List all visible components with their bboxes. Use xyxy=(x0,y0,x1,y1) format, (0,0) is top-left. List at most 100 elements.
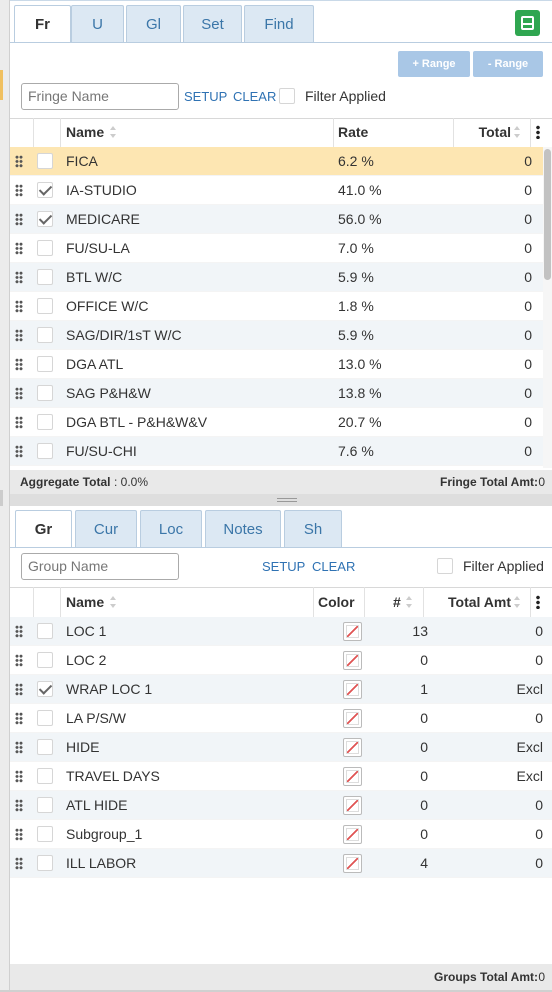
color-swatch[interactable] xyxy=(343,709,362,728)
drag-handle[interactable] xyxy=(15,625,23,638)
color-swatch[interactable] xyxy=(343,651,362,670)
sort-icon[interactable] xyxy=(514,126,521,138)
filter-checkbox[interactable] xyxy=(279,88,295,104)
sort-icon[interactable] xyxy=(406,596,413,608)
color-swatch[interactable] xyxy=(343,767,362,786)
color-swatch[interactable] xyxy=(343,622,362,641)
column-header[interactable]: Name xyxy=(66,124,105,140)
splitter-grip[interactable] xyxy=(277,498,297,502)
drag-handle[interactable] xyxy=(15,770,23,783)
row-checkbox[interactable] xyxy=(37,327,53,343)
row-checkbox[interactable] xyxy=(37,710,53,726)
drag-handle[interactable] xyxy=(15,416,23,429)
tab[interactable]: Gl xyxy=(126,5,181,42)
column-header[interactable]: Total xyxy=(478,124,511,140)
drag-handle[interactable] xyxy=(15,213,23,226)
row[interactable]: LOC 2 0 0 xyxy=(10,646,552,675)
search-input[interactable]: Fringe Name xyxy=(21,83,179,110)
sort-icon[interactable] xyxy=(110,596,117,608)
row[interactable]: DGA BTL - P&H&W&V 20.7 % 0 xyxy=(10,408,552,437)
row[interactable]: DGA ATL 13.0 % 0 xyxy=(10,350,552,379)
tab[interactable]: Set xyxy=(183,5,242,42)
row-checkbox[interactable] xyxy=(37,739,53,755)
color-swatch[interactable] xyxy=(343,680,362,699)
row-checkbox[interactable] xyxy=(37,211,53,227)
row-checkbox[interactable] xyxy=(37,298,53,314)
clear-link[interactable]: CLEAR xyxy=(312,559,356,574)
setup-link[interactable]: SETUP xyxy=(262,559,306,574)
row-checkbox[interactable] xyxy=(37,269,53,285)
add-range-button[interactable]: + Range xyxy=(398,51,470,77)
drag-handle[interactable] xyxy=(15,184,23,197)
tab[interactable]: Notes xyxy=(205,510,281,547)
drag-handle[interactable] xyxy=(15,387,23,400)
drag-handle[interactable] xyxy=(15,358,23,371)
column-header[interactable]: # xyxy=(393,594,401,610)
drag-handle[interactable] xyxy=(15,300,23,313)
sort-icon[interactable] xyxy=(110,126,117,138)
panel-splitter[interactable] xyxy=(10,494,552,506)
color-swatch[interactable] xyxy=(343,825,362,844)
search-input[interactable]: Group Name xyxy=(21,553,179,580)
drag-handle[interactable] xyxy=(15,799,23,812)
drag-handle[interactable] xyxy=(15,857,23,870)
drag-handle[interactable] xyxy=(15,329,23,342)
row[interactable]: BTL W/C 5.9 % 0 xyxy=(10,263,552,292)
column-header[interactable]: Rate xyxy=(338,124,369,140)
tab[interactable]: Cur xyxy=(75,510,137,547)
scrollbar-track[interactable] xyxy=(543,147,552,468)
row[interactable]: HIDE 0 Excl xyxy=(10,733,552,762)
row-checkbox[interactable] xyxy=(37,385,53,401)
drag-handle[interactable] xyxy=(15,271,23,284)
row[interactable]: IA-STUDIO 41.0 % 0 xyxy=(10,176,552,205)
sort-icon[interactable] xyxy=(514,596,521,608)
drag-handle[interactable] xyxy=(15,445,23,458)
row-checkbox[interactable] xyxy=(37,414,53,430)
drag-handle[interactable] xyxy=(15,741,23,754)
row-checkbox[interactable] xyxy=(37,797,53,813)
drag-handle[interactable] xyxy=(15,712,23,725)
row[interactable]: SAG/DIR/1sT W/C 5.9 % 0 xyxy=(10,321,552,350)
row[interactable]: WRAP LOC 1 1 Excl xyxy=(10,675,552,704)
row[interactable]: FU/SU-LA 7.0 % 0 xyxy=(10,234,552,263)
tab[interactable]: U xyxy=(71,5,124,42)
column-menu[interactable] xyxy=(536,595,540,609)
row[interactable]: FICA 6.2 % 0 xyxy=(10,147,552,176)
row[interactable]: TRAVEL DAYS 0 Excl xyxy=(10,762,552,791)
row-checkbox[interactable] xyxy=(37,652,53,668)
filter-checkbox[interactable] xyxy=(437,558,453,574)
row-checkbox[interactable] xyxy=(37,182,53,198)
clear-link[interactable]: CLEAR xyxy=(233,89,277,104)
row[interactable]: FU/SU-CHI 7.6 % 0 xyxy=(10,437,552,466)
tab[interactable]: Sh xyxy=(284,510,342,547)
row[interactable]: SAG P&H&W 13.8 % 0 xyxy=(10,379,552,408)
row-checkbox[interactable] xyxy=(37,768,53,784)
drag-handle[interactable] xyxy=(15,155,23,168)
setup-link[interactable]: SETUP xyxy=(184,89,228,104)
tab[interactable]: Find xyxy=(244,5,314,42)
row[interactable]: OFFICE W/C 1.8 % 0 xyxy=(10,292,552,321)
layout-toggle-button[interactable] xyxy=(515,10,540,36)
drag-handle[interactable] xyxy=(15,242,23,255)
tab[interactable]: Loc xyxy=(140,510,202,547)
drag-handle[interactable] xyxy=(15,828,23,841)
column-menu[interactable] xyxy=(536,125,540,139)
tab[interactable]: Fr xyxy=(14,5,71,43)
row[interactable]: LA P/S/W 0 0 xyxy=(10,704,552,733)
column-header[interactable]: Total Amt xyxy=(448,594,511,610)
color-swatch[interactable] xyxy=(343,796,362,815)
row[interactable]: LOC 1 13 0 xyxy=(10,617,552,646)
row-checkbox[interactable] xyxy=(37,855,53,871)
remove-range-button[interactable]: - Range xyxy=(473,51,543,77)
column-header[interactable]: Color xyxy=(318,594,355,610)
color-swatch[interactable] xyxy=(343,854,362,873)
row[interactable]: MEDICARE 56.0 % 0 xyxy=(10,205,552,234)
row-checkbox[interactable] xyxy=(37,443,53,459)
row-checkbox[interactable] xyxy=(37,826,53,842)
row-checkbox[interactable] xyxy=(37,240,53,256)
row[interactable]: Subgroup_1 0 0 xyxy=(10,820,552,849)
drag-handle[interactable] xyxy=(15,654,23,667)
scrollbar-thumb[interactable] xyxy=(544,149,551,280)
drag-handle[interactable] xyxy=(15,683,23,696)
row[interactable]: ILL LABOR 4 0 xyxy=(10,849,552,878)
